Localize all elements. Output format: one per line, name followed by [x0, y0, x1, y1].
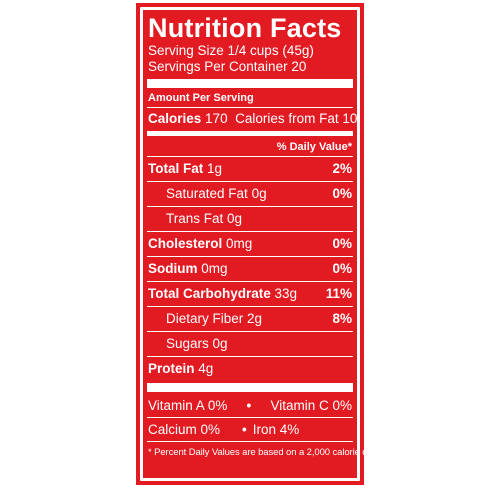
nutrient-amount: 1g — [207, 161, 223, 176]
daily-value-header: % Daily Value* — [276, 141, 352, 153]
nutrient-pct: 0% — [332, 261, 352, 276]
amount-per-serving: Amount Per Serving — [148, 92, 254, 104]
thin-divider — [147, 181, 353, 182]
thin-divider — [147, 206, 353, 207]
thin-divider — [147, 156, 353, 157]
thin-divider — [147, 281, 353, 282]
thick-divider — [147, 79, 353, 88]
bullet-separator: • — [242, 422, 247, 437]
nutrient-row-dietary-fiber: Dietary Fiber 2g 8% — [148, 307, 352, 331]
nutrient-name: Cholesterol — [148, 236, 223, 251]
nutrient-row-cholesterol: Cholesterol 0mg 0% — [148, 232, 352, 256]
nutrient-amount: 0g — [227, 211, 243, 226]
servings-per-container: Servings Per Container 20 — [148, 59, 307, 74]
thin-divider — [147, 441, 353, 442]
nutrient-row-total-fat: Total Fat 1g 2% — [148, 157, 352, 181]
daily-value-footnote: * Percent Daily Values are based on a 2,… — [148, 447, 380, 458]
nutrient-amount: 0mg — [226, 236, 253, 251]
nutrient-name: Sodium — [148, 261, 198, 276]
thin-divider — [147, 256, 353, 257]
nutrient-pct: 0% — [332, 236, 352, 251]
nutrient-pct: 8% — [332, 311, 352, 326]
nutrient-name: Protein — [148, 361, 195, 376]
thick-divider — [147, 383, 353, 392]
calories-row: Calories 170 Calories from Fat 10 — [148, 110, 357, 128]
calories-value: 170 — [205, 111, 228, 126]
medium-divider — [147, 131, 353, 136]
nutrient-amount: 0g — [212, 336, 228, 351]
label-content: Nutrition Facts Serving Size 1/4 cups (4… — [147, 13, 380, 459]
nutrient-amount: 0mg — [201, 261, 228, 276]
vitamin-row: Vitamin A 0% • Vitamin C 0% — [148, 394, 352, 417]
vitamin-name: Vitamin A — [148, 398, 205, 413]
vitamin-pct: 0% — [207, 398, 228, 413]
nutrient-name: Sugars — [166, 336, 209, 351]
nutrient-amount: 33g — [274, 286, 298, 301]
thin-divider — [147, 417, 353, 418]
nutrient-pct: 11% — [325, 286, 352, 301]
nutrient-row-sodium: Sodium 0mg 0% — [148, 257, 352, 281]
vitamin-pct: 0% — [200, 422, 221, 437]
nutrient-amount: 2g — [247, 311, 263, 326]
nutrition-facts-label: Nutrition Facts Serving Size 1/4 cups (4… — [136, 3, 380, 485]
nutrient-name: Trans Fat — [166, 211, 224, 226]
nutrient-pct: 0% — [332, 186, 352, 201]
thin-divider — [147, 331, 353, 332]
nutrient-name: Total Carbohydrate — [148, 286, 271, 301]
nutrient-row-total-carbohydrate: Total Carbohydrate 33g 11% — [148, 282, 352, 306]
nutrient-name: Saturated Fat — [166, 186, 248, 201]
nutrient-pct: 2% — [332, 161, 352, 176]
nutrient-row-sugars: Sugars 0g — [148, 332, 352, 356]
vitamin-pct: 0% — [332, 398, 352, 413]
vitamin-name: Iron — [252, 422, 276, 437]
thin-divider — [147, 231, 353, 232]
vitamin-name: Calcium — [148, 422, 197, 437]
thin-divider — [147, 306, 353, 307]
bullet-separator: • — [246, 398, 252, 413]
vitamin-pct: 4% — [279, 422, 300, 437]
calories-label: Calories — [148, 111, 202, 126]
nutrient-name: Dietary Fiber — [166, 311, 244, 326]
nutrient-row-trans-fat: Trans Fat 0g — [148, 207, 352, 231]
nutrient-amount: 0g — [251, 186, 267, 201]
vitamin-name: Vitamin C — [270, 398, 329, 413]
nutrient-row-protein: Protein 4g — [148, 357, 352, 381]
nutrient-row-saturated-fat: Saturated Fat 0g 0% — [148, 182, 352, 206]
serving-size: Serving Size 1/4 cups (45g) — [148, 43, 314, 58]
nutrient-name: Total Fat — [148, 161, 204, 176]
vitamin-row: Calcium 0% • Iron 4% — [148, 418, 352, 441]
label-title: Nutrition Facts — [148, 13, 342, 43]
nutrient-amount: 4g — [198, 361, 214, 376]
thin-divider — [147, 356, 353, 357]
calories-from-fat: Calories from Fat 10 — [235, 111, 358, 126]
thin-divider — [147, 107, 353, 108]
